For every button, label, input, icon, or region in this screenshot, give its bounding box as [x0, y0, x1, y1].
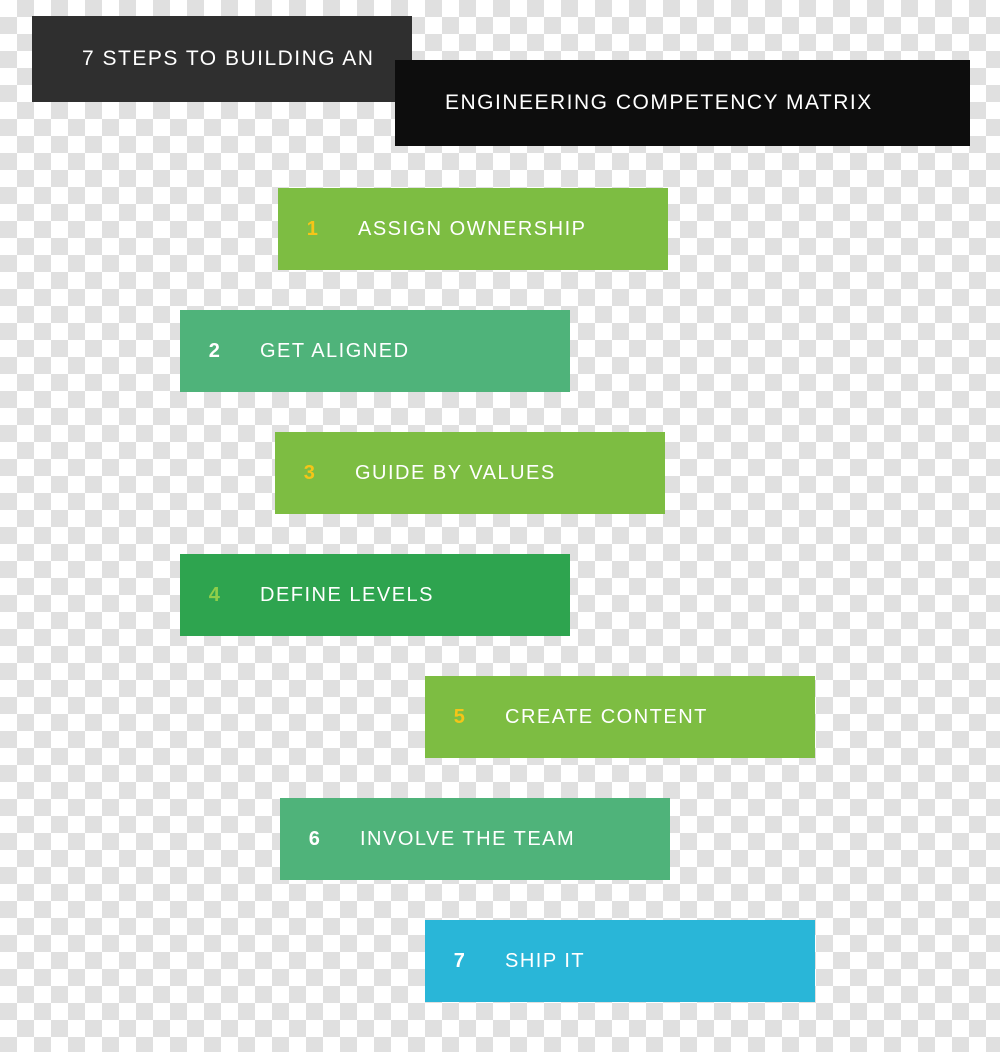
title-line-1: 7 STEPS TO BUILDING AN: [32, 16, 412, 102]
step-label: ASSIGN OWNERSHIP: [348, 218, 586, 241]
step-label: GET ALIGNED: [250, 340, 410, 363]
step-label: CREATE CONTENT: [495, 706, 708, 729]
step-number: 2: [180, 340, 250, 363]
step-number: 6: [280, 828, 350, 851]
step-label: SHIP IT: [495, 950, 585, 973]
step-7: 7SHIP IT: [425, 920, 815, 1002]
step-number: 4: [180, 584, 250, 607]
step-label: DEFINE LEVELS: [250, 584, 434, 607]
step-label: INVOLVE THE TEAM: [350, 828, 575, 851]
step-1: 1ASSIGN OWNERSHIP: [278, 188, 668, 270]
step-label: GUIDE BY VALUES: [345, 462, 556, 485]
step-4: 4DEFINE LEVELS: [180, 554, 570, 636]
step-2: 2GET ALIGNED: [180, 310, 570, 392]
step-3: 3GUIDE BY VALUES: [275, 432, 665, 514]
step-number: 3: [275, 462, 345, 485]
step-number: 7: [425, 950, 495, 973]
step-5: 5CREATE CONTENT: [425, 676, 815, 758]
title-line-2: ENGINEERING COMPETENCY MATRIX: [395, 60, 970, 146]
step-number: 5: [425, 706, 495, 729]
title-line-1-text: 7 STEPS TO BUILDING AN: [82, 47, 374, 71]
title-line-2-text: ENGINEERING COMPETENCY MATRIX: [445, 91, 873, 115]
step-6: 6INVOLVE THE TEAM: [280, 798, 670, 880]
step-number: 1: [278, 218, 348, 241]
